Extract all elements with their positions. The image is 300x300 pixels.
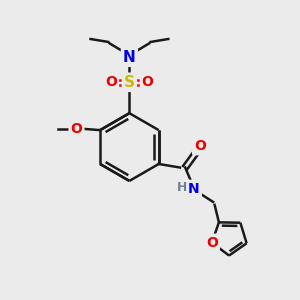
Text: O: O (142, 75, 154, 89)
Text: O: O (194, 139, 206, 153)
Text: O: O (206, 236, 218, 250)
Text: N: N (123, 50, 136, 65)
Text: H: H (176, 181, 187, 194)
Text: O: O (105, 75, 117, 89)
Text: O: O (70, 122, 83, 136)
Text: S: S (124, 75, 135, 90)
Text: N: N (188, 182, 200, 196)
